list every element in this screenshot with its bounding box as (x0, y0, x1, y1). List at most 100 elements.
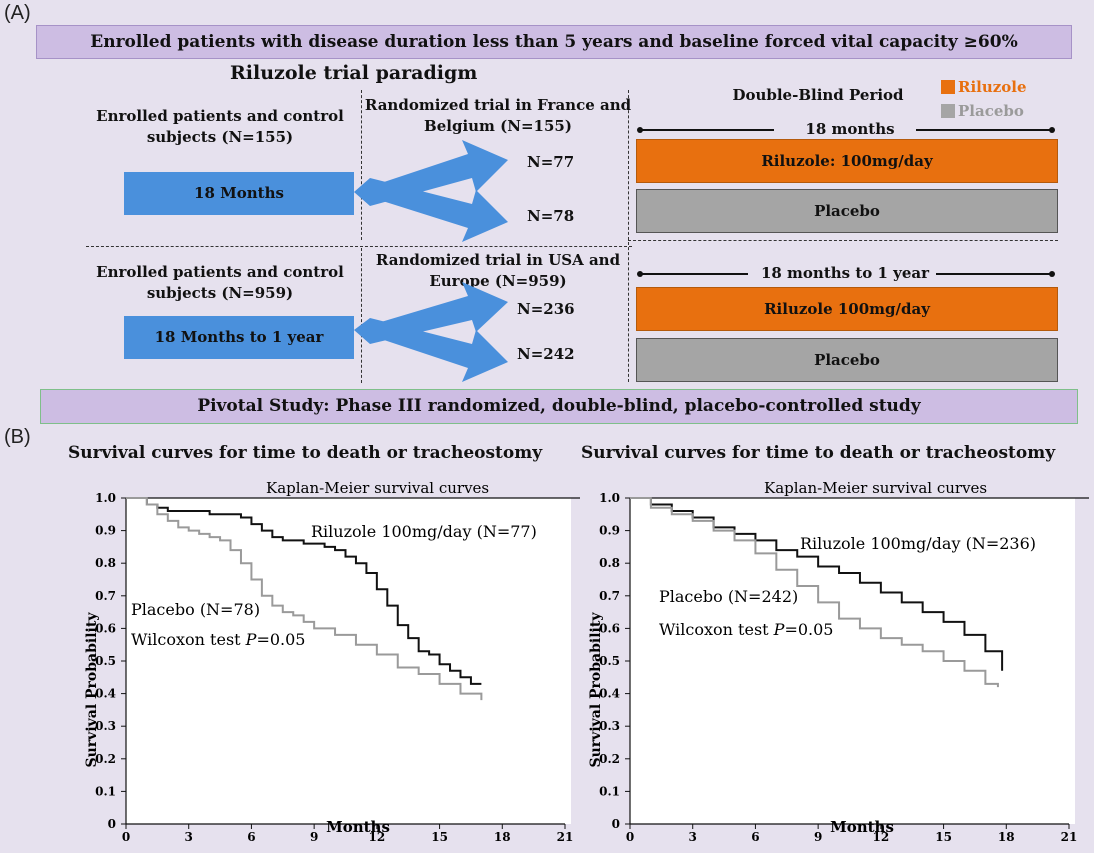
chart1-ytick-label: 0.9 (95, 524, 116, 538)
top-period-line (637, 127, 1055, 133)
chart2-wilcoxon: Wilcoxon test P=0.05 (659, 620, 833, 639)
top-n-upper: N=77 (527, 153, 575, 171)
chart2-ytick-label: 0.7 (599, 589, 620, 603)
chart1-xtick-label: 21 (557, 830, 574, 844)
chart2-ytick-label: 0.3 (599, 719, 620, 733)
chart1-ytick-label: 0.2 (95, 752, 116, 766)
top-arrow-lower (354, 178, 508, 242)
chart2-xtick-label: 15 (935, 830, 952, 844)
chart1-plot-area (126, 498, 571, 824)
chart2-ytick-label: 0.9 (599, 524, 620, 538)
top-riluzole-bar: Riluzole: 100mg/day (636, 139, 1058, 183)
bottom-enrolled-text: Enrolled patients and control subjects (… (96, 263, 344, 302)
chart2-xlabel: Months (830, 818, 894, 836)
chart2-xtick-label: 12 (873, 830, 890, 844)
chart1-xtick-label: 18 (494, 830, 511, 844)
chart2-x-ticks: 0 3 6 9 12 15 18 21 (626, 823, 1078, 844)
panel-a-label: (A) (4, 2, 31, 24)
chart2-xtick-label: 9 (814, 830, 822, 844)
chart2-riluzole-label: Riluzole 100mg/day (N=236) (800, 534, 1036, 553)
chart2-ytick-label: 0.1 (599, 784, 620, 798)
bottom-period-line (637, 271, 1055, 277)
chart2-ytick-label: 0.6 (599, 621, 620, 635)
chart2-xtick-label: 21 (1061, 830, 1078, 844)
chart1-ytick-label: 0.8 (95, 556, 116, 570)
legend-riluzole-label: Riluzole (958, 78, 1027, 96)
chart2-ytick-label: 0.2 (599, 752, 620, 766)
bottom-banner: Pivotal Study: Phase III randomized, dou… (40, 389, 1078, 424)
chart2: Kaplan-Meier survival curves 00.10.20.30… (588, 479, 1089, 844)
divider-h-right (628, 240, 1058, 241)
chart2-ytick-label: 1.0 (599, 491, 620, 505)
legend-riluzole-swatch (941, 80, 955, 94)
double-blind-title: Double-Blind Period (732, 86, 904, 104)
chart2-xtick-label: 3 (689, 830, 697, 844)
bottom-riluzole-bar: Riluzole 100mg/day (636, 287, 1058, 331)
chart1-xlabel: Months (326, 818, 390, 836)
chart1-ytick-label: 0.7 (95, 589, 116, 603)
chart1-xtick-label: 9 (310, 830, 318, 844)
divider-v-left-top (361, 90, 362, 240)
chart1: Kaplan-Meier survival curves 00.10.20.30… (84, 479, 580, 844)
chart1-y-ticks: 0 0.1 0.2 0.3 0.4 0.5 0.6 0.7 0.8 0.9 1.0 (95, 491, 127, 831)
bottom-arrow-lower (354, 318, 508, 382)
chart1-wilcoxon: Wilcoxon test P=0.05 (131, 630, 305, 649)
chart2-ytick-label: 0.5 (599, 654, 620, 668)
top-randomized-text: Randomized trial in France and Belgium (… (364, 96, 632, 135)
chart1-xtick-label: 15 (431, 830, 448, 844)
top-placebo-bar: Placebo (636, 189, 1058, 233)
randomization-arrows (354, 140, 508, 382)
chart1-ytick-label: 0.5 (95, 654, 116, 668)
chart2-title: Survival curves for time to death or tra… (581, 443, 1056, 463)
top-banner: Enrolled patients with disease duration … (36, 25, 1072, 59)
chart2-ytick-label: 0.8 (599, 556, 620, 570)
chart2-plot-area (630, 498, 1075, 824)
chart1-xtick-label: 12 (369, 830, 386, 844)
top-n-lower: N=78 (527, 207, 575, 225)
divider-v-right-bottom (628, 242, 629, 382)
top-duration-bar: 18 Months (124, 172, 354, 215)
legend-placebo-swatch (941, 104, 955, 118)
chart1-ytick-label: 0 (108, 817, 116, 831)
chart1-series (126, 497, 483, 701)
top-period-label: 18 months (805, 120, 895, 138)
divider-v-left-bottom (361, 248, 362, 383)
chart2-placebo-label: Placebo (N=242) (659, 587, 798, 606)
chart1-ytick-label: 0.1 (95, 784, 116, 798)
chart1-xtick-label: 0 (122, 830, 130, 844)
chart1-title: Survival curves for time to death or tra… (68, 443, 543, 463)
panel-b-label: (B) (4, 426, 31, 448)
chart2-xtick-label: 0 (626, 830, 634, 844)
chart2-y-ticks: 0 0.1 0.2 0.3 0.4 0.5 0.6 0.7 0.8 0.9 1.0 (599, 491, 631, 831)
chart1-xtick-label: 3 (185, 830, 193, 844)
bottom-placebo-bar: Placebo (636, 338, 1058, 382)
chart1-series-placebo-line (126, 497, 483, 701)
top-enrolled-text: Enrolled patients and control subjects (… (96, 107, 344, 146)
bottom-n-upper: N=236 (517, 300, 575, 318)
chart2-ytick-label: 0 (612, 817, 620, 831)
bottom-duration-bar: 18 Months to 1 year (124, 316, 354, 359)
chart2-xtick-label: 18 (998, 830, 1015, 844)
chart1-ytick-label: 0.4 (95, 687, 116, 701)
divider-v-right-top (628, 90, 629, 240)
chart1-placebo-label: Placebo (N=78) (131, 600, 260, 619)
legend-placebo-label: Placebo (958, 102, 1024, 120)
chart2-series-placebo-line (630, 497, 999, 688)
chart1-subtitle: Kaplan-Meier survival curves (266, 479, 489, 497)
chart1-x-ticks: 0 3 6 9 12 15 18 21 (122, 823, 574, 844)
chart2-ylabel: Survival Probability (588, 612, 604, 768)
chart1-xtick-label: 6 (247, 830, 255, 844)
chart1-ylabel: Survival Probability (84, 612, 100, 768)
chart1-series-riluzole-line (126, 497, 482, 685)
chart2-xtick-label: 6 (751, 830, 759, 844)
bottom-n-lower: N=242 (517, 345, 575, 363)
bottom-period-label: 18 months to 1 year (760, 264, 930, 282)
chart2-ytick-label: 0.4 (599, 687, 620, 701)
divider-h-left (86, 246, 632, 247)
chart1-ytick-label: 1.0 (95, 491, 116, 505)
chart1-riluzole-label: Riluzole 100mg/day (N=77) (311, 522, 537, 541)
chart1-ytick-label: 0.6 (95, 621, 116, 635)
chart1-ytick-label: 0.3 (95, 719, 116, 733)
chart2-subtitle: Kaplan-Meier survival curves (764, 479, 987, 497)
